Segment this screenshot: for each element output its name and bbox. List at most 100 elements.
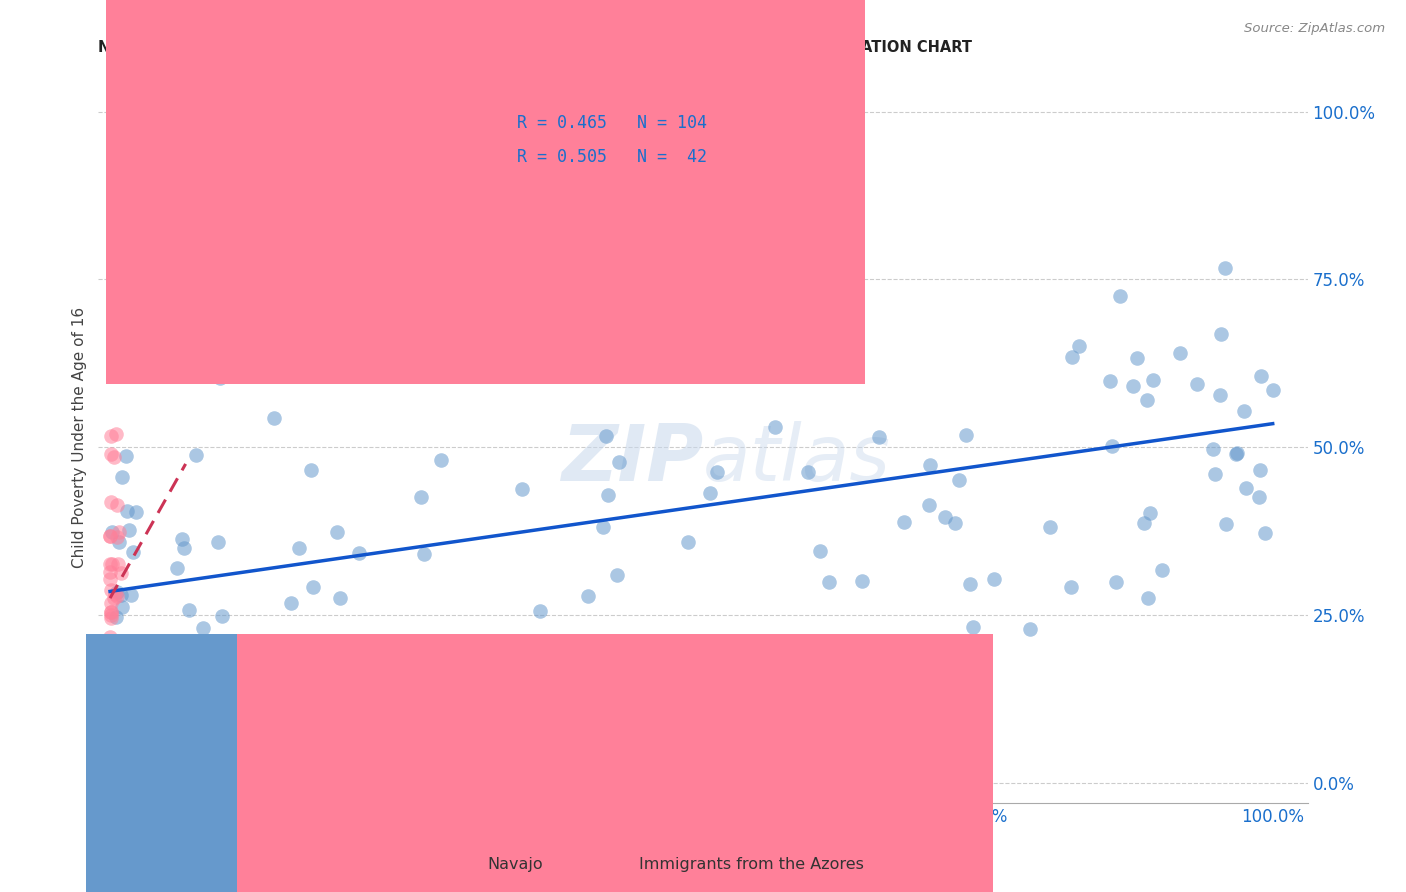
Point	[105, 609, 128, 624]
Point	[135, 705, 157, 719]
Point	[1133, 516, 1156, 531]
Point	[103, 450, 125, 464]
Point	[1101, 439, 1123, 453]
Point	[302, 580, 325, 594]
Point	[100, 429, 122, 443]
FancyBboxPatch shape	[238, 634, 993, 892]
Point	[118, 524, 141, 538]
Point	[100, 705, 122, 719]
Point	[98, 681, 121, 696]
Point	[263, 411, 285, 425]
Y-axis label: Child Poverty Under the Age of 16: Child Poverty Under the Age of 16	[72, 307, 87, 567]
Point	[529, 104, 551, 119]
Point	[100, 446, 122, 460]
Point	[1250, 369, 1272, 384]
Point	[1226, 445, 1249, 459]
Point	[1249, 463, 1271, 477]
Point	[607, 455, 630, 469]
Point	[98, 572, 121, 586]
Point	[299, 463, 322, 477]
Point	[529, 604, 551, 618]
Point	[110, 588, 132, 602]
Text: R = 0.465   N = 104: R = 0.465 N = 104	[517, 113, 707, 131]
Point	[100, 653, 122, 667]
Point	[111, 469, 134, 483]
Point	[98, 565, 121, 579]
Point	[394, 649, 416, 664]
Point	[1236, 481, 1258, 495]
Point	[326, 525, 349, 540]
Point	[179, 603, 201, 617]
Point	[1039, 520, 1062, 534]
Point	[1136, 591, 1159, 606]
Text: atlas: atlas	[703, 421, 891, 497]
Point	[1233, 404, 1256, 418]
Point	[1215, 261, 1237, 276]
Point	[100, 636, 122, 650]
Point	[104, 586, 127, 600]
Point	[413, 104, 436, 119]
Point	[100, 557, 122, 571]
Point	[120, 588, 142, 602]
FancyBboxPatch shape	[447, 86, 755, 185]
Point	[107, 558, 129, 572]
Point	[101, 771, 124, 785]
Point	[1060, 351, 1083, 365]
Text: R = 0.505   N =  42: R = 0.505 N = 42	[517, 148, 707, 166]
Point	[1109, 289, 1132, 303]
Point	[170, 532, 193, 546]
Point	[111, 663, 134, 677]
Point	[571, 364, 593, 378]
Point	[595, 428, 617, 442]
Point	[100, 704, 122, 718]
Point	[706, 465, 728, 479]
Text: Immigrants from the Azores: Immigrants from the Azores	[638, 857, 863, 872]
Point	[576, 589, 599, 603]
Point	[1168, 346, 1191, 360]
Point	[763, 420, 786, 434]
Point	[124, 505, 146, 519]
Point	[115, 504, 138, 518]
Point	[934, 510, 956, 524]
Point	[143, 653, 166, 667]
Point	[121, 545, 143, 559]
Point	[510, 483, 533, 497]
Point	[1201, 442, 1223, 457]
Point	[1150, 563, 1173, 577]
Point	[959, 577, 981, 591]
Point	[101, 672, 124, 686]
Point	[1018, 622, 1040, 636]
Point	[100, 605, 122, 619]
FancyBboxPatch shape	[86, 634, 842, 892]
Point	[893, 516, 915, 530]
Point	[1122, 378, 1144, 392]
FancyBboxPatch shape	[105, 0, 865, 384]
Point	[100, 630, 122, 644]
Text: ZIP: ZIP	[561, 421, 703, 497]
Point	[105, 530, 128, 544]
Point	[943, 516, 966, 531]
Point	[413, 547, 436, 561]
Point	[100, 720, 122, 734]
Point	[983, 573, 1005, 587]
Point	[105, 498, 128, 512]
Point	[703, 226, 725, 240]
Point	[105, 584, 128, 599]
Point	[962, 620, 984, 634]
Point	[918, 458, 941, 473]
Point	[430, 453, 453, 467]
Point	[1185, 376, 1208, 391]
Point	[100, 682, 122, 697]
Point	[173, 541, 195, 555]
Point	[191, 621, 214, 635]
Point	[211, 609, 233, 624]
Point	[1139, 506, 1161, 520]
Point	[207, 534, 229, 549]
Point	[100, 774, 122, 789]
Point	[103, 591, 125, 606]
Point	[1098, 374, 1121, 388]
Point	[100, 648, 122, 662]
Point	[108, 535, 131, 549]
Text: Source: ZipAtlas.com: Source: ZipAtlas.com	[1244, 22, 1385, 36]
Point	[606, 567, 628, 582]
